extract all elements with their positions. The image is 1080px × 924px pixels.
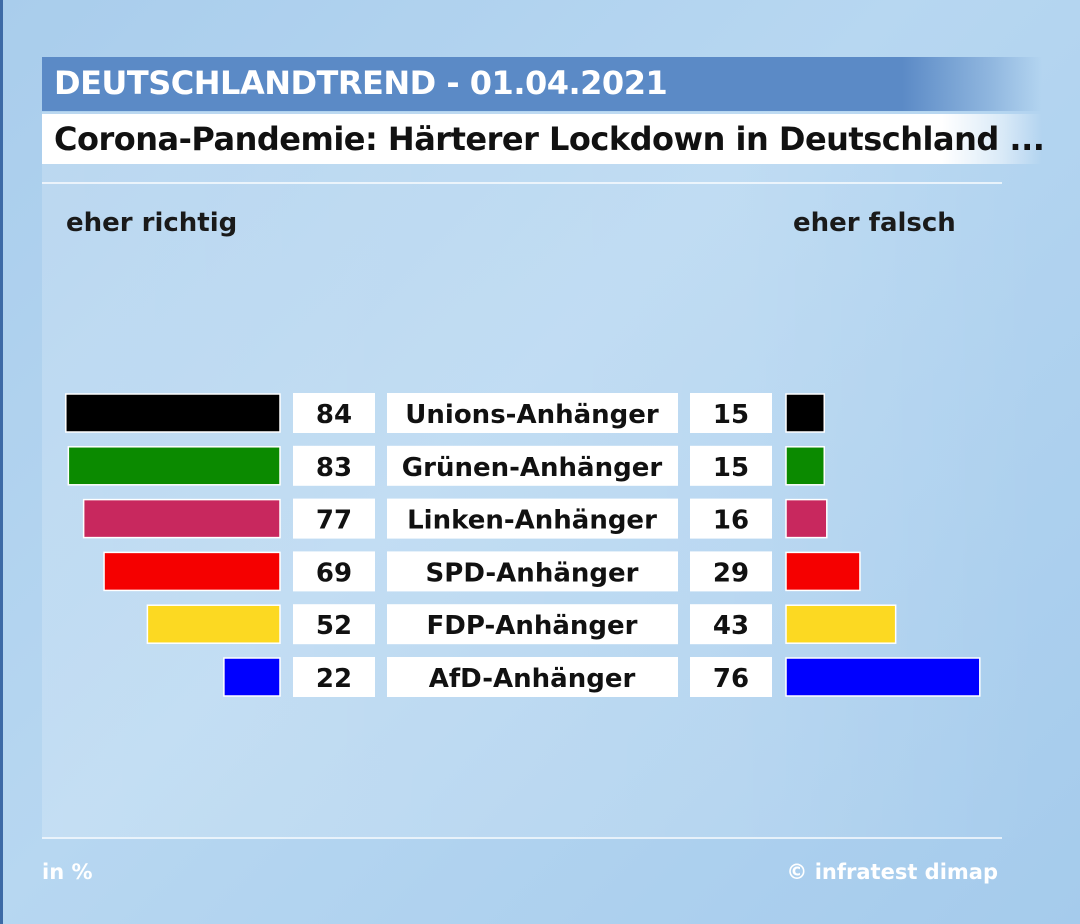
value-falsch-spd-anhaenger: 29 xyxy=(713,558,749,588)
label-eher-richtig: eher richtig xyxy=(66,208,238,238)
category-label-fdp-anhaenger: FDP-Anhänger xyxy=(427,611,638,641)
bottom-divider xyxy=(42,837,1002,839)
bar-falsch-afd-anhaenger xyxy=(785,657,981,697)
value-box-richtig-spd-anhaenger xyxy=(293,551,375,592)
category-label-gruenen-anhaenger: Grünen-Anhänger xyxy=(402,453,663,483)
bar-richtig-fdp-anhaenger xyxy=(146,604,281,644)
value-richtig-spd-anhaenger: 69 xyxy=(316,558,352,588)
value-falsch-fdp-anhaenger: 43 xyxy=(713,611,749,641)
value-falsch-afd-anhaenger: 76 xyxy=(713,664,749,694)
value-box-richtig-linken-anhaenger xyxy=(293,498,375,539)
bar-falsch-unions-anhaenger xyxy=(785,393,825,433)
category-box-unions-anhaenger xyxy=(387,393,678,433)
left-edge-stripe xyxy=(0,0,3,924)
unit-note: in % xyxy=(42,860,93,884)
value-richtig-linken-anhaenger: 77 xyxy=(316,506,352,536)
bar-falsch-fdp-anhaenger xyxy=(785,604,897,644)
value-falsch-unions-anhaenger: 15 xyxy=(713,400,749,430)
value-richtig-afd-anhaenger: 22 xyxy=(316,664,352,694)
label-eher-falsch: eher falsch xyxy=(793,208,956,238)
page-title: DEUTSCHLANDTREND - 01.04.2021 xyxy=(54,64,668,102)
value-box-falsch-fdp-anhaenger xyxy=(690,604,772,645)
bar-falsch-spd-anhaenger xyxy=(785,551,861,592)
value-box-falsch-afd-anhaenger xyxy=(690,657,772,697)
category-box-afd-anhaenger xyxy=(387,657,678,697)
value-falsch-linken-anhaenger: 16 xyxy=(713,506,749,536)
value-falsch-gruenen-anhaenger: 15 xyxy=(713,453,749,483)
bar-falsch-linken-anhaenger xyxy=(785,498,828,539)
category-box-gruenen-anhaenger xyxy=(387,445,678,486)
category-box-linken-anhaenger xyxy=(387,498,678,539)
category-label-unions-anhaenger: Unions-Anhänger xyxy=(405,400,659,430)
value-richtig-unions-anhaenger: 84 xyxy=(316,400,352,430)
bar-falsch-gruenen-anhaenger xyxy=(785,446,825,486)
value-richtig-gruenen-anhaenger: 83 xyxy=(316,453,352,483)
category-label-afd-anhaenger: AfD-Anhänger xyxy=(429,664,636,694)
value-box-falsch-gruenen-anhaenger xyxy=(690,445,772,486)
value-richtig-fdp-anhaenger: 52 xyxy=(316,611,352,641)
value-box-falsch-spd-anhaenger xyxy=(690,551,772,592)
bar-richtig-afd-anhaenger xyxy=(223,657,281,697)
bar-richtig-linken-anhaenger xyxy=(82,498,281,539)
value-box-richtig-fdp-anhaenger xyxy=(293,604,375,645)
category-label-linken-anhaenger: Linken-Anhänger xyxy=(407,506,657,536)
value-box-falsch-unions-anhaenger xyxy=(690,393,772,433)
header-bar xyxy=(42,57,1042,111)
subtitle-bar xyxy=(42,114,1042,164)
top-divider xyxy=(42,182,1002,184)
category-label-spd-anhaenger: SPD-Anhänger xyxy=(426,558,639,588)
chart-subtitle: Corona-Pandemie: Härterer Lockdown in De… xyxy=(54,120,1045,158)
value-box-richtig-gruenen-anhaenger xyxy=(293,445,375,486)
bar-richtig-gruenen-anhaenger xyxy=(67,446,281,486)
bar-richtig-unions-anhaenger xyxy=(65,393,281,433)
category-box-spd-anhaenger xyxy=(387,551,678,592)
source-credit: © infratest dimap xyxy=(786,860,998,884)
value-box-falsch-linken-anhaenger xyxy=(690,498,772,539)
category-box-fdp-anhaenger xyxy=(387,604,678,645)
bar-richtig-spd-anhaenger xyxy=(103,551,281,592)
value-box-richtig-afd-anhaenger xyxy=(293,657,375,697)
value-box-richtig-unions-anhaenger xyxy=(293,393,375,433)
